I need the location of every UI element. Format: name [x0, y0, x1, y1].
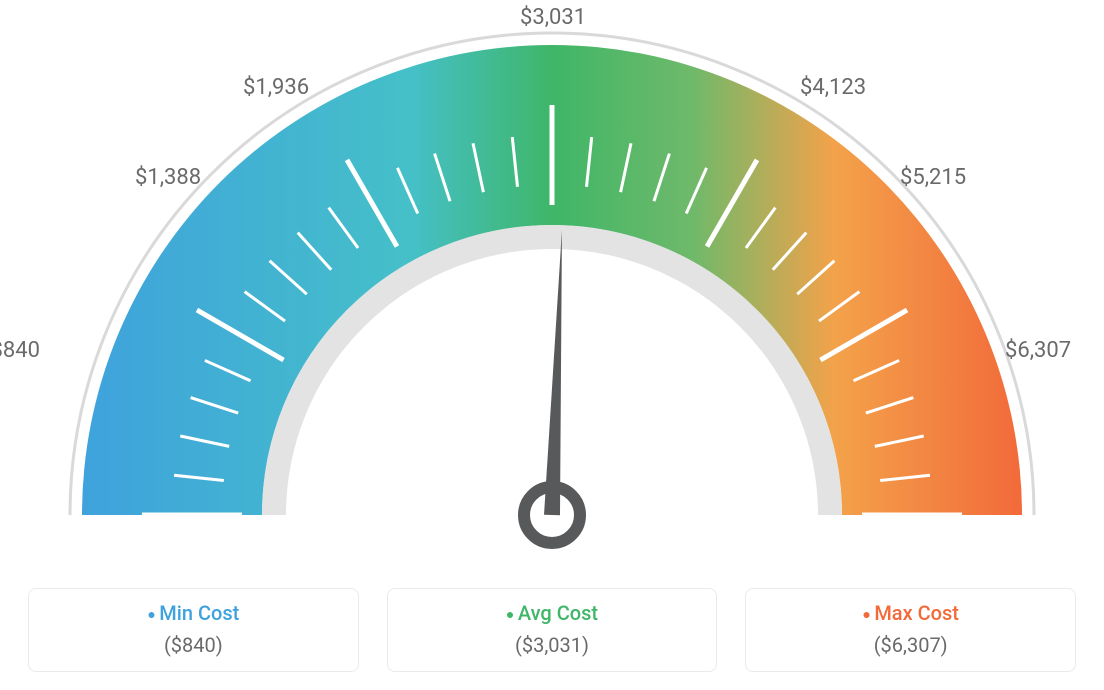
gauge-chart: $840 $1,388 $1,936 $3,031 $4,123 $5,215 $6,307 — [0, 0, 1104, 565]
gauge-tick-label: $1,936 — [243, 75, 309, 100]
legend-avg-value: ($3,031) — [398, 633, 707, 657]
gauge-tick-label: $1,388 — [135, 165, 201, 190]
legend-min-label: Min Cost — [39, 601, 348, 625]
legend-min-value: ($840) — [39, 633, 348, 657]
legend-row: Min Cost ($840) Avg Cost ($3,031) Max Co… — [0, 580, 1104, 690]
gauge-tick-label: $4,123 — [800, 75, 866, 100]
legend-card-max: Max Cost ($6,307) — [745, 588, 1076, 672]
gauge-tick-label: $5,215 — [900, 165, 966, 190]
legend-card-min: Min Cost ($840) — [28, 588, 359, 672]
legend-max-value: ($6,307) — [756, 633, 1065, 657]
legend-card-avg: Avg Cost ($3,031) — [387, 588, 718, 672]
gauge-tick-label: $840 — [0, 338, 40, 363]
legend-avg-label: Avg Cost — [398, 601, 707, 625]
cost-gauge-widget: $840 $1,388 $1,936 $3,031 $4,123 $5,215 $6,307… — [0, 0, 1104, 690]
gauge-tick-label: $3,031 — [520, 5, 586, 30]
gauge-tick-label: $6,307 — [1005, 338, 1071, 363]
legend-max-label: Max Cost — [756, 601, 1065, 625]
gauge-svg — [0, 0, 1104, 565]
